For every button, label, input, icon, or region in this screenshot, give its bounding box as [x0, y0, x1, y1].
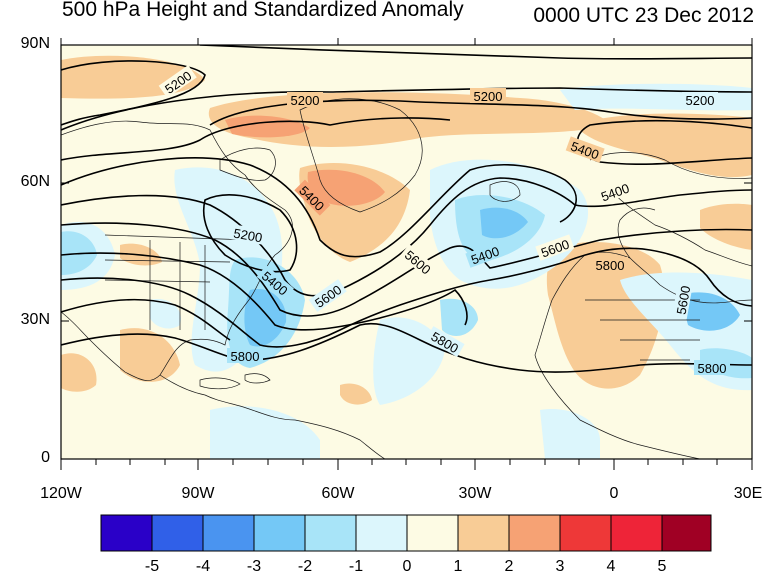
lat-label: 30N	[20, 311, 50, 328]
colorbar-label: 0	[402, 558, 412, 575]
map-title: 500 hPa Height and Standardized Anomaly	[62, 0, 464, 21]
colorbar-box	[559, 514, 612, 552]
lon-label: 60W	[321, 485, 355, 502]
colorbar	[100, 514, 712, 552]
lat-label: 0	[41, 449, 50, 466]
coastlines	[61, 98, 752, 459]
lon-label: 120W	[40, 485, 82, 502]
colorbar-label: 4	[606, 558, 616, 575]
colorbar-box	[151, 514, 204, 552]
colorbar-box	[100, 514, 153, 552]
contour-label: 5800	[698, 361, 727, 376]
colorbar-label: 1	[453, 558, 463, 575]
contour-label: 5200	[686, 93, 715, 108]
lat-label: 60N	[20, 173, 50, 190]
colorbar-box	[304, 514, 357, 552]
colorbar-box	[610, 514, 663, 552]
contour-label: 5800	[231, 349, 260, 364]
colorbar-box	[661, 514, 712, 552]
lon-label: 30W	[458, 485, 492, 502]
colorbar-label: -5	[144, 558, 160, 575]
contour-label: 5600	[674, 285, 694, 316]
colorbar-label: -2	[297, 558, 313, 575]
colorbar-label: 2	[504, 558, 514, 575]
contour-label: 5800	[596, 258, 625, 273]
colorbar-box	[355, 514, 408, 552]
colorbar-box	[202, 514, 255, 552]
contour-label: 5200	[291, 93, 320, 108]
lat-label: 90N	[20, 35, 50, 52]
colorbar-label: 3	[555, 558, 565, 575]
valid-time: 0000 UTC 23 Dec 2012	[533, 4, 754, 27]
contour-label: 5200	[232, 226, 263, 246]
height-contours	[61, 45, 752, 373]
lon-label: 30E	[733, 485, 763, 502]
colorbar-box	[253, 514, 306, 552]
colorbar-box	[457, 514, 510, 552]
colorbar-label: 5	[657, 558, 667, 575]
colorbar-label: -3	[246, 558, 262, 575]
colorbar-box	[406, 514, 459, 552]
colorbar-box	[508, 514, 561, 552]
colorbar-label: -1	[348, 558, 364, 575]
contour-label: 5200	[474, 89, 503, 104]
axis-ticks	[60, 38, 753, 470]
colorbar-label: -4	[195, 558, 211, 575]
lon-label: 0	[609, 485, 619, 502]
contour-labels: 5200 5200 5200 5200 5400 5400 5400 5400 …	[158, 65, 730, 376]
lon-label: 90W	[181, 485, 215, 502]
